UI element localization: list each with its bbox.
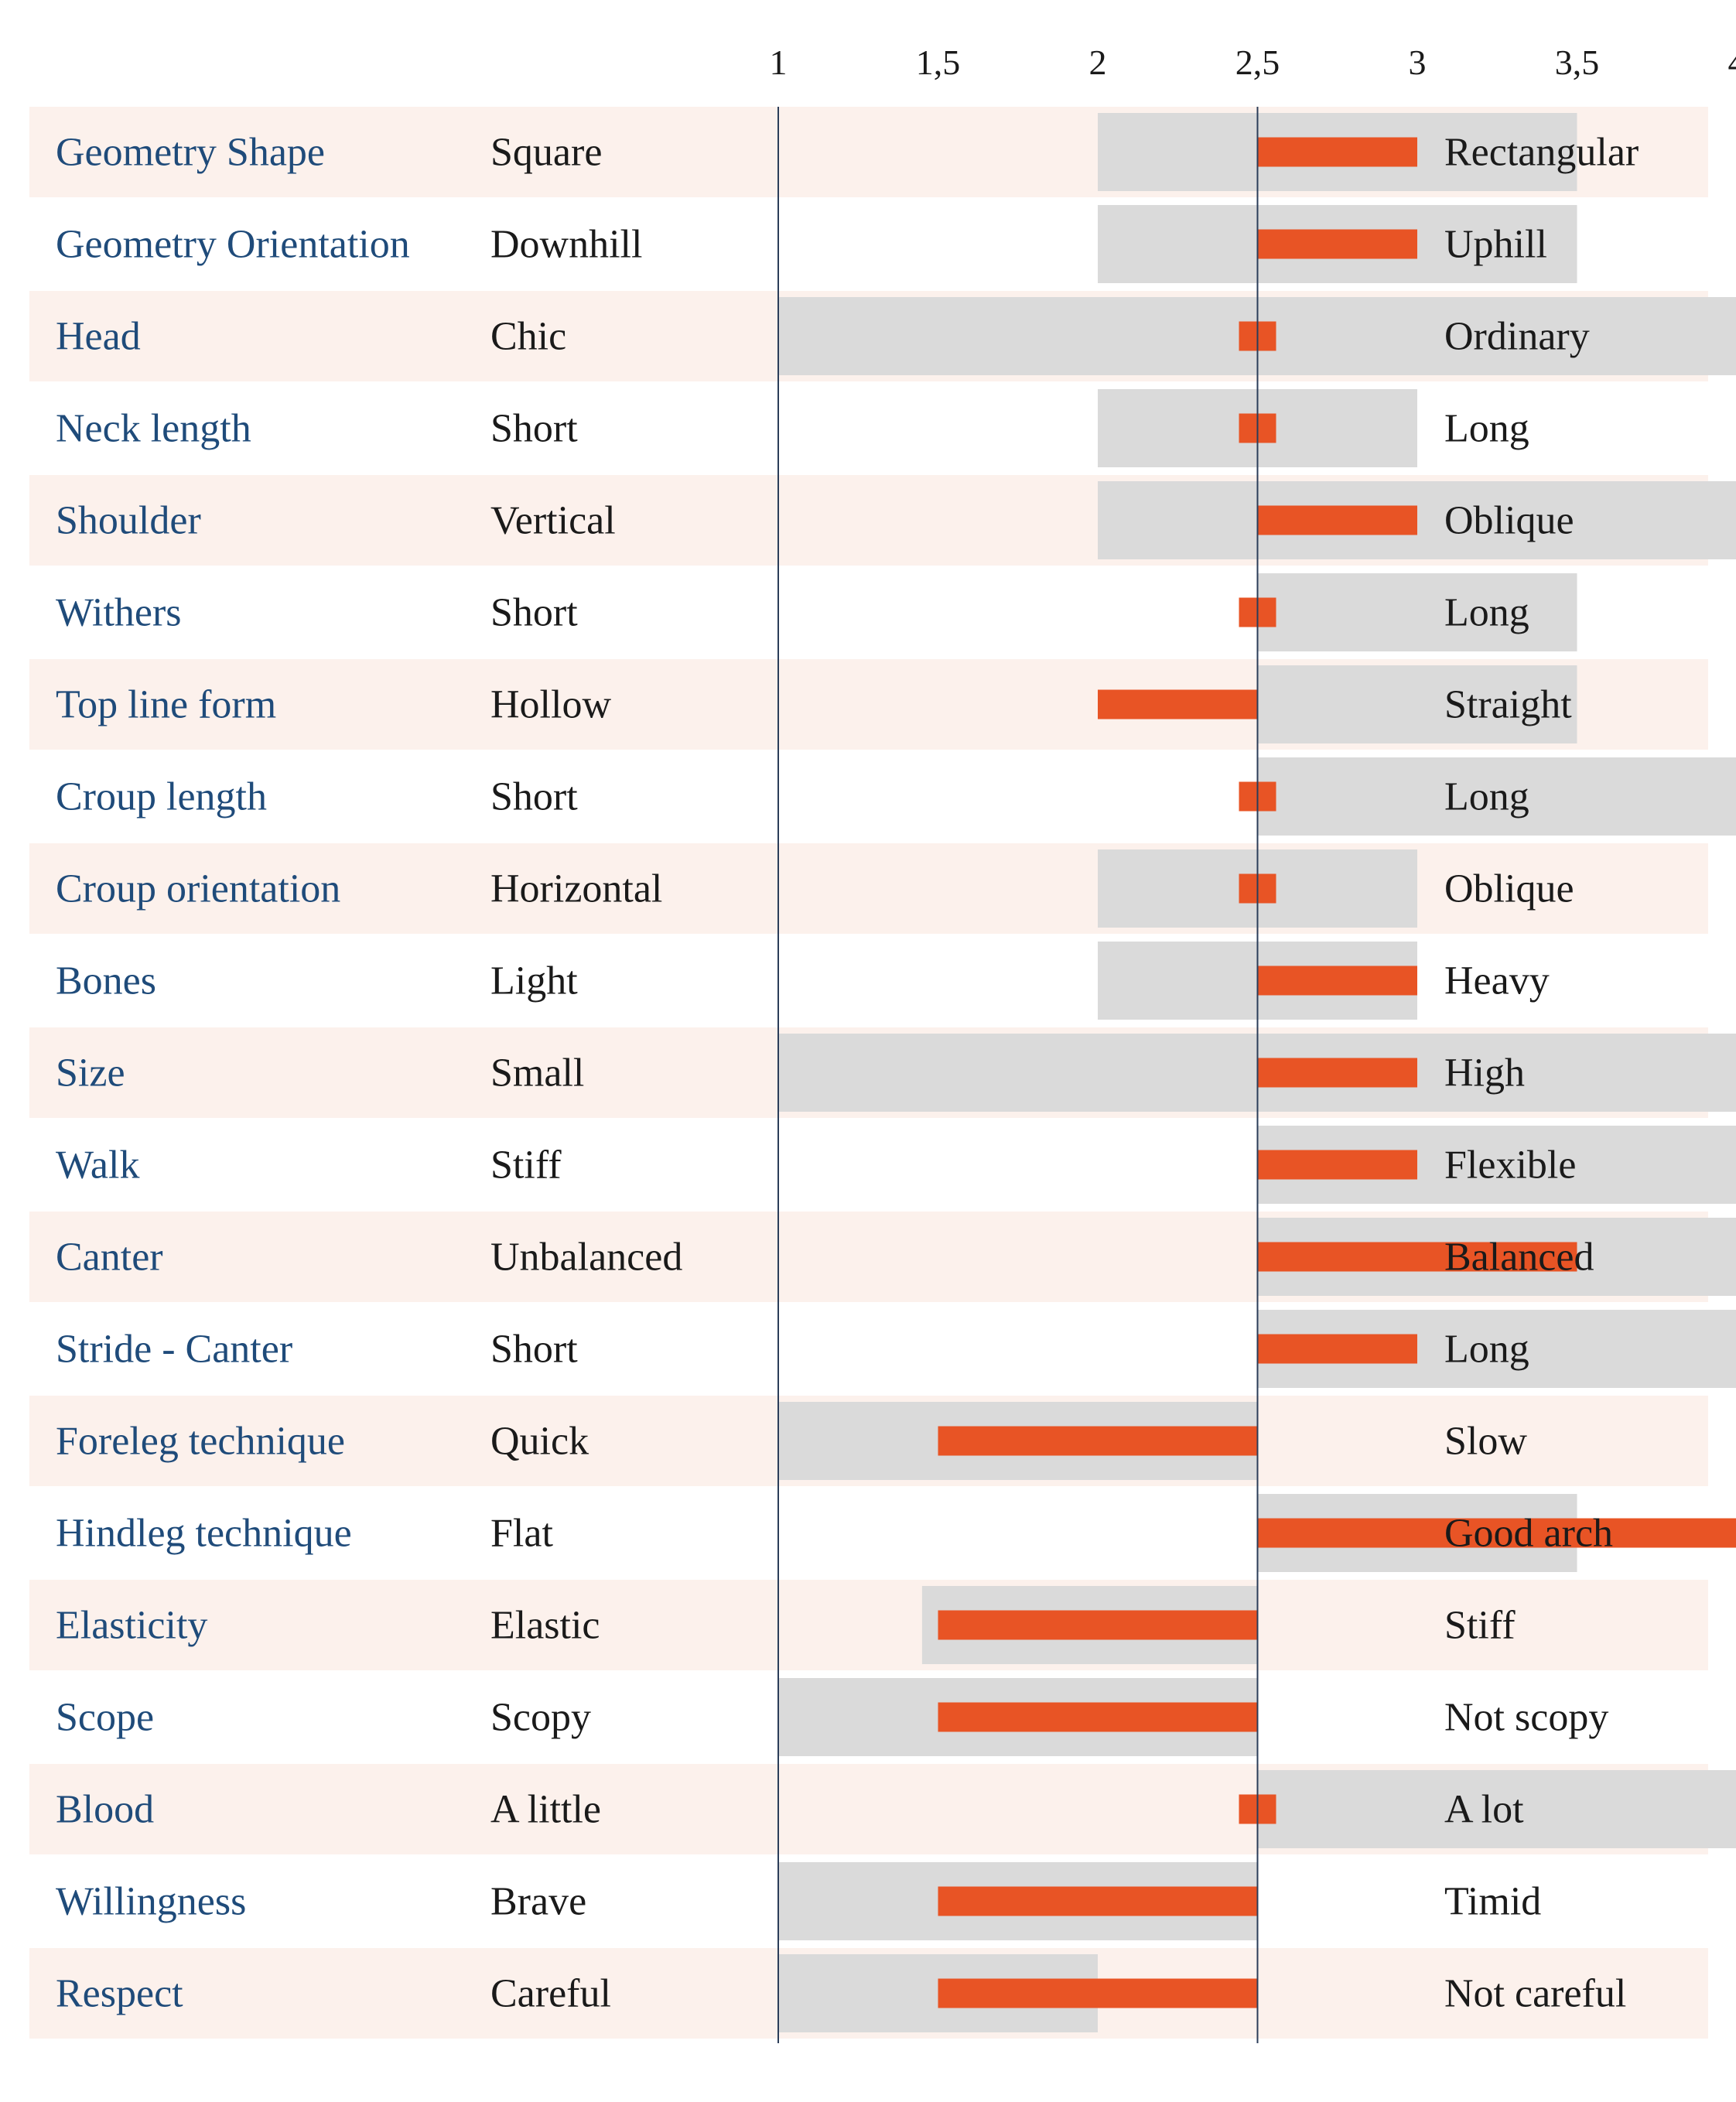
low-pole-label: Square <box>490 131 602 175</box>
high-pole-label: Good arch <box>1444 1512 1613 1556</box>
low-pole-label: A little <box>490 1788 601 1832</box>
high-pole-label: Long <box>1444 775 1529 819</box>
high-pole-label: Long <box>1444 407 1529 451</box>
score-bar <box>1257 1334 1417 1364</box>
low-pole-label: Stiff <box>490 1143 562 1188</box>
low-pole-label: Flat <box>490 1512 553 1556</box>
tick-label: 1 <box>770 43 788 82</box>
row-stripe <box>29 1580 1708 1670</box>
high-pole-label: Long <box>1444 591 1529 635</box>
score-bars <box>938 137 1736 2008</box>
low-pole-label: Scopy <box>490 1696 591 1740</box>
trait-label: Blood <box>56 1788 154 1832</box>
high-pole-label: Oblique <box>1444 499 1574 543</box>
high-pole-label: High <box>1444 1051 1525 1095</box>
score-bar <box>1257 1518 1736 1548</box>
low-pole-label: Short <box>490 775 578 819</box>
low-pole-label: Small <box>490 1051 584 1095</box>
tick-label: 4 <box>1728 43 1736 82</box>
trait-label: Stride - Canter <box>56 1328 292 1372</box>
trait-label: Head <box>56 315 141 359</box>
high-pole-label: Stiff <box>1444 1604 1516 1648</box>
high-pole-label: Uphill <box>1444 223 1547 267</box>
score-bar <box>938 1610 1258 1640</box>
score-bar <box>1257 966 1417 996</box>
range-box <box>1257 757 1736 836</box>
row-labels: Geometry Shape Square Rectangular Geometry … <box>56 131 1639 2016</box>
high-pole-label: Heavy <box>1444 959 1550 1003</box>
score-bar <box>938 1978 1258 2008</box>
trait-label: Size <box>56 1051 125 1095</box>
score-bar <box>938 1886 1258 1916</box>
high-pole-label: Slow <box>1444 1420 1527 1464</box>
trait-label: Shoulder <box>56 499 201 543</box>
score-bar <box>1257 1058 1417 1088</box>
axis-lines <box>777 107 1259 2043</box>
low-pole-label: Downhill <box>490 223 642 267</box>
low-pole-label: Elastic <box>490 1604 600 1648</box>
trait-label: Neck length <box>56 407 251 451</box>
range-box <box>1257 1770 1736 1848</box>
low-pole-label: Chic <box>490 315 566 359</box>
high-pole-label: Balanced <box>1444 1236 1594 1280</box>
low-pole-label: Short <box>490 591 578 635</box>
trait-label: Foreleg technique <box>56 1420 345 1464</box>
trait-label: Withers <box>56 591 182 635</box>
score-bar <box>1257 505 1417 535</box>
score-bar <box>938 1702 1258 1732</box>
tick-label: 2 <box>1089 43 1107 82</box>
high-pole-label: Oblique <box>1444 867 1574 911</box>
high-pole-label: Not scopy <box>1444 1696 1608 1740</box>
high-pole-label: Rectangular <box>1444 131 1639 175</box>
trait-label: Geometry Shape <box>56 131 325 175</box>
trait-label: Hindleg technique <box>56 1512 352 1556</box>
trait-label: Top line form <box>56 683 276 727</box>
trait-label: Walk <box>56 1143 139 1188</box>
score-bar <box>1257 1150 1417 1180</box>
score-bar <box>938 1426 1258 1456</box>
trait-label: Geometry Orientation <box>56 223 410 267</box>
tick-labels: 1 1,5 2 2,5 3 3,5 4 <box>770 43 1736 82</box>
low-pole-label: Quick <box>490 1420 589 1464</box>
high-pole-label: Straight <box>1444 683 1572 727</box>
tick-label: 1,5 <box>916 43 961 82</box>
trait-label: Scope <box>56 1696 154 1740</box>
trait-label: Willingness <box>56 1880 246 1924</box>
high-pole-label: A lot <box>1444 1788 1524 1832</box>
low-pole-label: Short <box>490 407 578 451</box>
low-pole-label: Careful <box>490 1972 611 2016</box>
score-bar <box>1098 689 1258 719</box>
low-pole-label: Unbalanced <box>490 1236 682 1280</box>
trait-label: Croup orientation <box>56 867 340 911</box>
high-pole-label: Flexible <box>1444 1143 1576 1188</box>
low-pole-label: Vertical <box>490 499 616 543</box>
trait-label: Canter <box>56 1236 163 1280</box>
high-pole-label: Long <box>1444 1328 1529 1372</box>
score-bar <box>1257 137 1417 167</box>
trait-label: Respect <box>56 1972 183 2016</box>
score-bar <box>1257 229 1417 259</box>
low-pole-label: Hollow <box>490 683 611 727</box>
range-box <box>1257 665 1577 743</box>
low-pole-label: Brave <box>490 1880 586 1924</box>
low-pole-label: Light <box>490 959 578 1003</box>
range-box <box>1257 573 1577 651</box>
row-stripe <box>29 843 1708 934</box>
score-bar <box>1257 1242 1577 1272</box>
low-pole-label: Horizontal <box>490 867 662 911</box>
high-pole-label: Not careful <box>1444 1972 1626 2016</box>
low-pole-label: Short <box>490 1328 578 1372</box>
trait-label: Elasticity <box>56 1604 207 1648</box>
high-pole-label: Ordinary <box>1444 315 1590 359</box>
trait-label: Bones <box>56 959 156 1003</box>
trait-label: Croup length <box>56 775 267 819</box>
tick-label: 3,5 <box>1555 43 1600 82</box>
tick-label: 3 <box>1409 43 1427 82</box>
tick-label: 2,5 <box>1235 43 1280 82</box>
high-pole-label: Timid <box>1444 1880 1541 1924</box>
